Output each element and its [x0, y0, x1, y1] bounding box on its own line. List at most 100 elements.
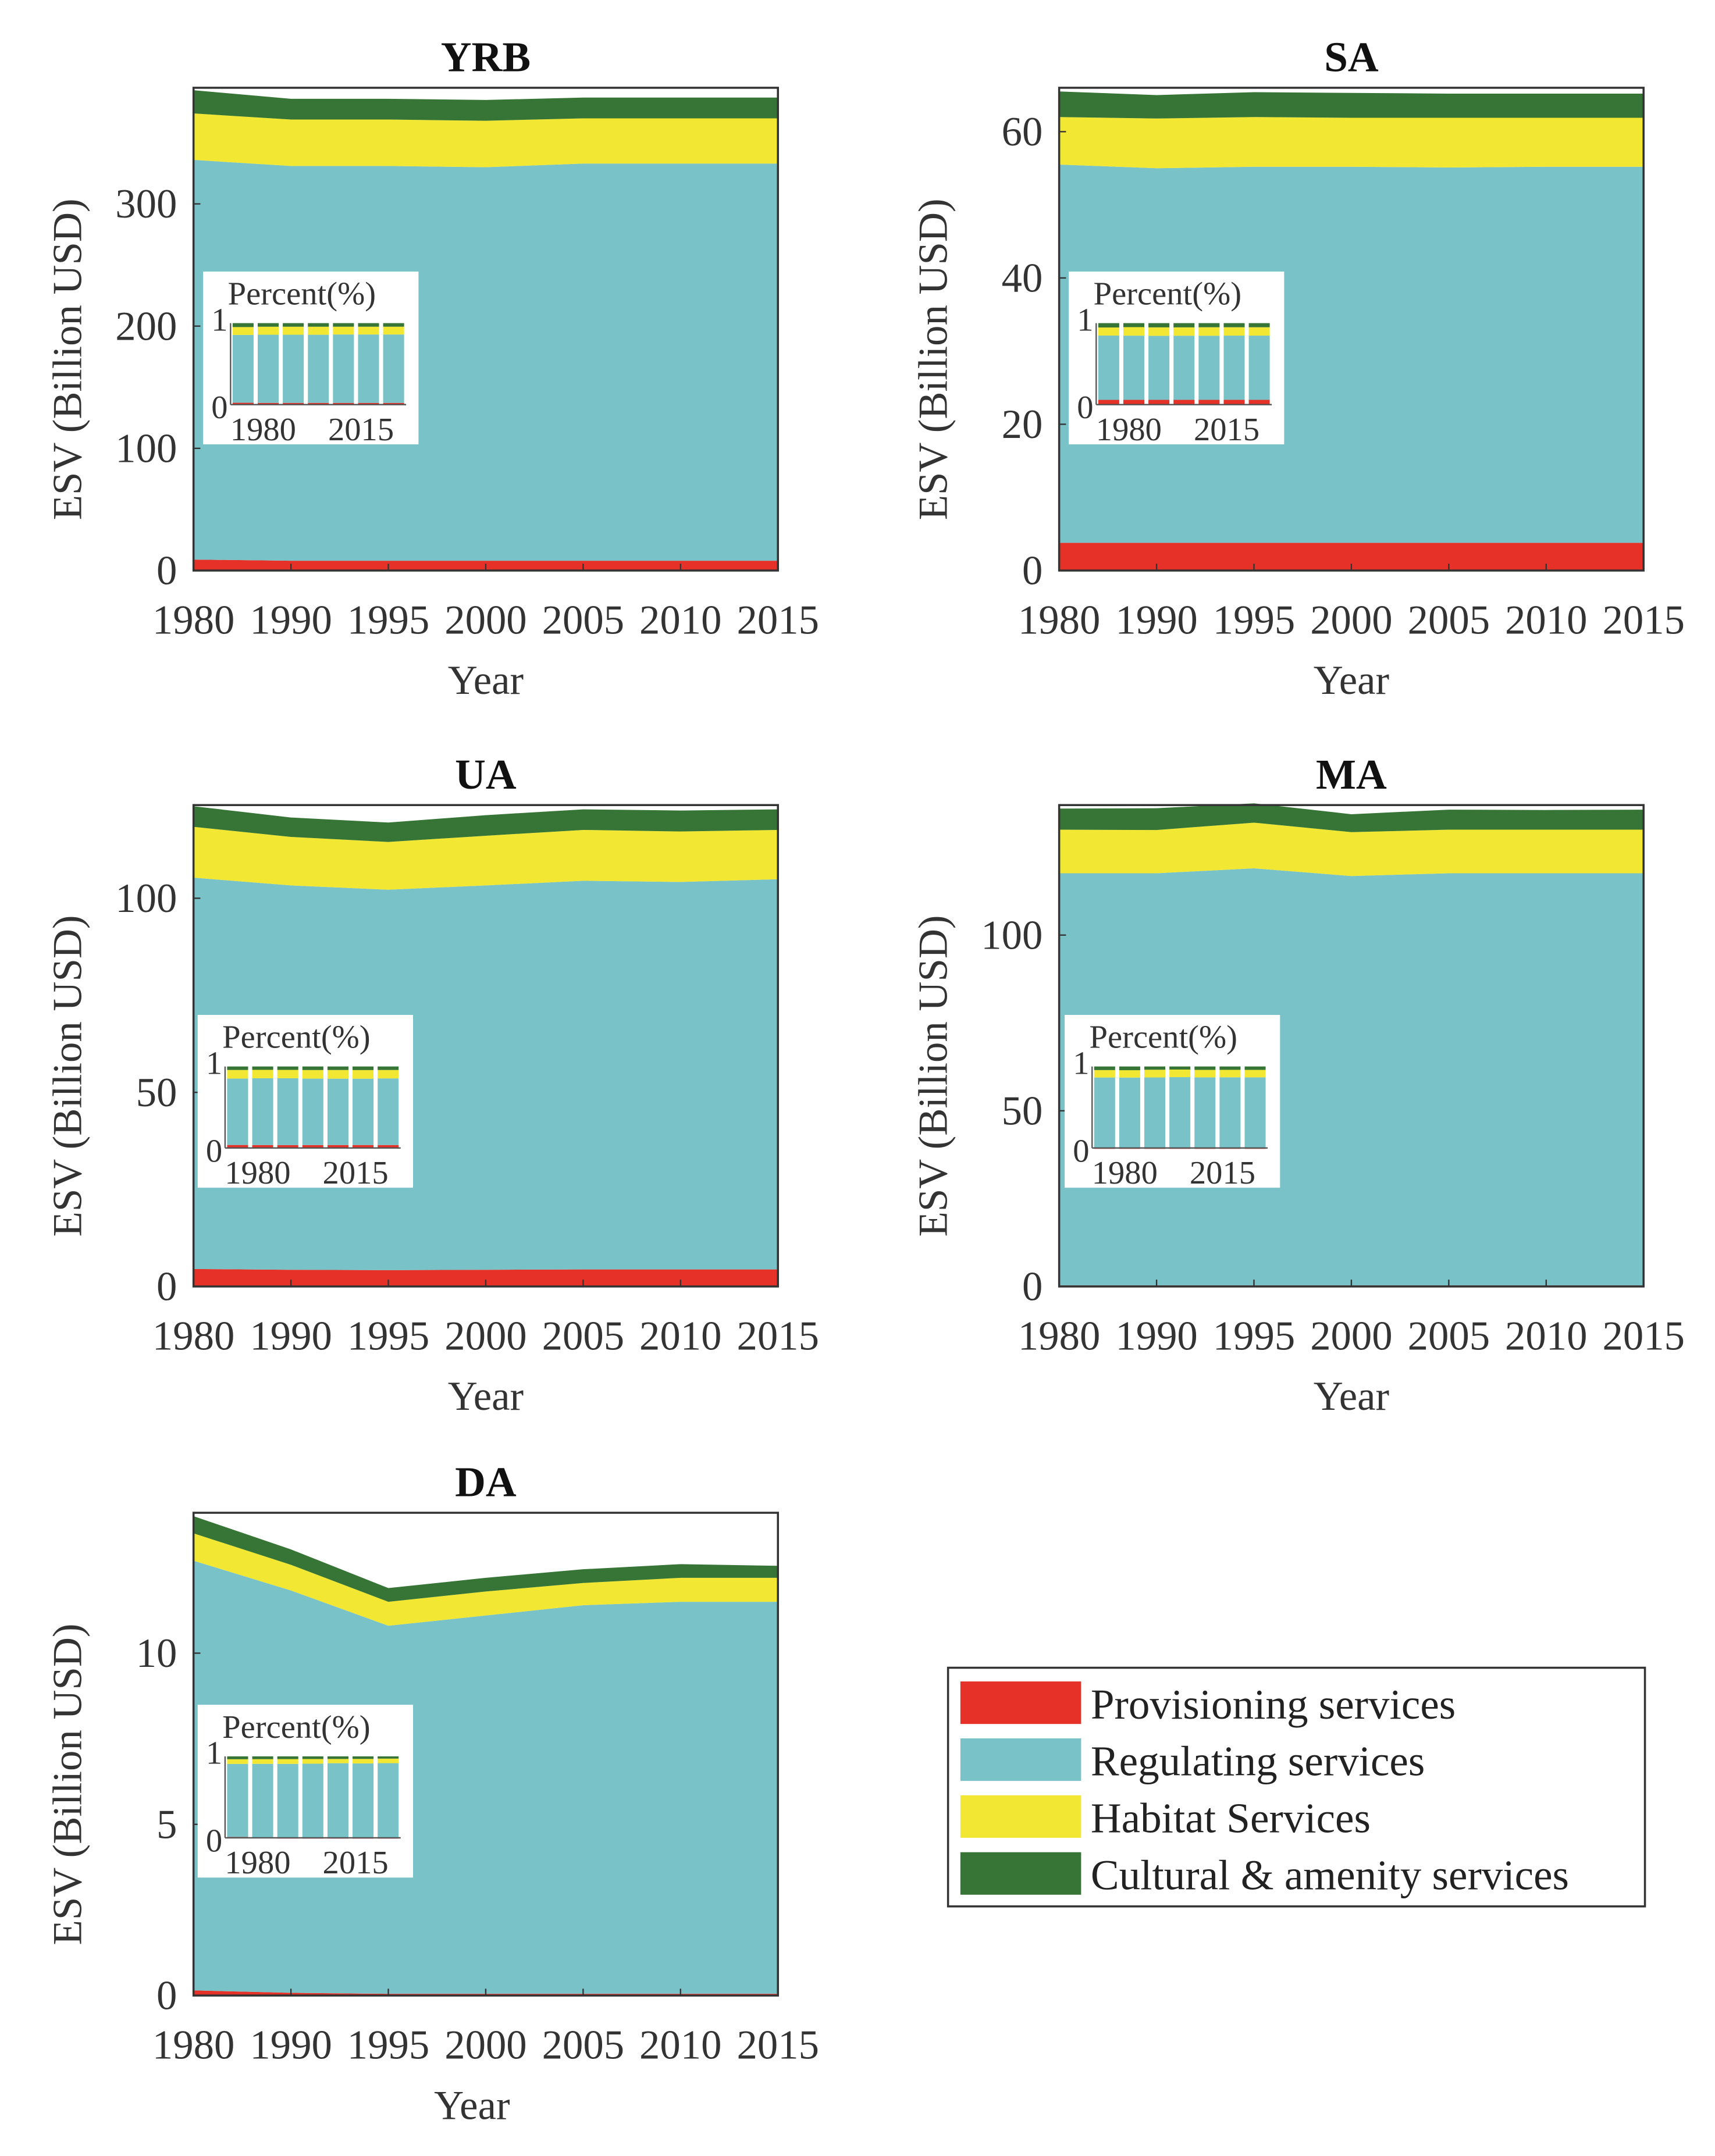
inset-bar-cultural [252, 1066, 273, 1070]
x-tick-label: 1980 [152, 2023, 234, 2068]
inset-bar-cultural [302, 1066, 323, 1070]
inset-bar-cultural [1248, 323, 1270, 327]
inset-y-tick-label: 0 [211, 390, 227, 426]
inset-bar-habitat [1248, 327, 1270, 336]
inset-bar-habitat [1148, 327, 1170, 336]
inset-bar-regulating [227, 1763, 248, 1837]
inset-bar-regulating [333, 334, 354, 403]
inset-bar-regulating [378, 1763, 399, 1838]
inset-bar-habitat [327, 1759, 348, 1763]
legend: Provisioning services Regulating services… [947, 1666, 1646, 1908]
x-tick-label: 2000 [444, 597, 526, 643]
y-tick-label: 20 [1002, 402, 1043, 447]
inset-bar-regulating [1094, 1077, 1115, 1148]
inset-bar-cultural [327, 1066, 348, 1070]
y-tick-label: 0 [1022, 548, 1042, 594]
y-tick-label: 0 [156, 548, 177, 594]
inset-bar-provisioning [227, 1145, 248, 1148]
inset-bar-provisioning [252, 1145, 273, 1148]
inset-bar-cultural [378, 1756, 399, 1759]
area-cultural [1059, 803, 1644, 832]
inset-bar-provisioning [302, 1145, 323, 1148]
inset-bar-cultural [308, 323, 329, 327]
x-tick-label: 2000 [444, 2023, 526, 2068]
inset-bar-habitat [1194, 1070, 1216, 1078]
inset-bar-regulating [277, 1078, 298, 1145]
y-axis-label: ESV (Billion USD) [45, 198, 90, 520]
chart-title: MA [1316, 751, 1387, 798]
x-axis-label: Year [448, 1374, 524, 1419]
inset-bar-cultural [1144, 1066, 1166, 1070]
x-tick-label: 2005 [542, 597, 624, 643]
x-tick-label: 1980 [1018, 597, 1100, 643]
chart-title: DA [455, 1459, 517, 1506]
inset-y-tick-label: 0 [1077, 390, 1093, 426]
inset-bar-cultural [252, 1756, 273, 1759]
legend-swatch-cultural [960, 1852, 1081, 1895]
inset-bar-habitat [1169, 1070, 1191, 1078]
inset-bar-provisioning [257, 402, 279, 405]
inset-y-tick-label: 1 [1073, 1045, 1089, 1081]
inset-y-tick-label: 1 [1077, 302, 1093, 338]
inset-bar-provisioning [1098, 400, 1119, 405]
inset-bar-cultural [1119, 1066, 1140, 1071]
inset-bar-cultural [1098, 323, 1119, 328]
inset-y-tick-label: 0 [206, 1823, 222, 1859]
inset-title: Percent(%) [1090, 1020, 1237, 1056]
chart-sa: SA 0 20 40 60 1980 1990 1995 2000 2005 2010 2015 Yea… [910, 34, 1685, 704]
inset-bar-provisioning [383, 402, 404, 405]
x-tick-label: 1990 [1115, 1313, 1197, 1359]
inset-bar-regulating [252, 1763, 273, 1838]
inset-x-tick-label: 1980 [1092, 1155, 1158, 1191]
inset-bar-provisioning [1123, 400, 1145, 405]
x-tick-label: 1990 [250, 1313, 332, 1359]
inset-bar-cultural [327, 1756, 348, 1759]
inset-bar-habitat [277, 1759, 298, 1764]
x-tick-label: 2015 [1602, 597, 1684, 643]
inset-bar-habitat [1119, 1070, 1140, 1078]
inset-x-tick-label: 1980 [225, 1155, 290, 1191]
y-tick-label: 200 [115, 304, 177, 349]
inset-bar-cultural [283, 323, 304, 327]
inset-bar-habitat [252, 1759, 273, 1764]
y-tick-label: 50 [1002, 1088, 1043, 1134]
x-axis-label: Year [1314, 1374, 1389, 1419]
inset-bar-regulating [1169, 1077, 1191, 1148]
x-tick-label: 2005 [542, 2023, 624, 2068]
y-tick-label: 0 [1022, 1264, 1042, 1310]
area-regulating [193, 1560, 778, 1994]
inset-bar-regulating [227, 1078, 248, 1145]
inset-bar-cultural [1223, 323, 1245, 327]
inset-bar-regulating [353, 1763, 374, 1838]
inset-title: Percent(%) [222, 1709, 370, 1745]
chart-title: YRB [441, 34, 531, 81]
chart-title: UA [455, 751, 517, 798]
inset-bar-cultural [358, 323, 379, 327]
inset-bar-cultural [257, 323, 279, 327]
area-habitat [193, 113, 778, 168]
inset-bar-habitat [1123, 327, 1145, 336]
y-axis-label: ESV (Billion USD) [910, 198, 956, 520]
inset-bar-cultural [1148, 323, 1170, 327]
inset-bar-regulating [257, 334, 279, 403]
inset-bar-habitat [378, 1070, 399, 1079]
inset-bar-cultural [277, 1756, 298, 1759]
inset-bar-cultural [378, 1066, 399, 1070]
legend-label-habitat: Habitat Services [1091, 1794, 1371, 1841]
inset-title: Percent(%) [1094, 276, 1241, 312]
y-tick-label: 10 [136, 1631, 177, 1676]
plot-frame [192, 804, 779, 1288]
inset-bar-habitat [1144, 1070, 1166, 1078]
area-cultural [193, 1516, 778, 1602]
x-tick-label: 2010 [639, 2023, 721, 2068]
inset-bar-regulating [277, 1763, 298, 1838]
inset-bar-habitat [333, 326, 354, 335]
inset-bar-cultural [1194, 1066, 1216, 1070]
y-tick-label: 5 [156, 1802, 177, 1847]
inset-bar-regulating [1194, 1077, 1216, 1148]
inset-y-tick-label: 1 [206, 1736, 222, 1772]
inset-bar-habitat [1173, 327, 1195, 336]
inset-bar-regulating [327, 1078, 348, 1145]
y-tick-label: 60 [1002, 109, 1043, 155]
